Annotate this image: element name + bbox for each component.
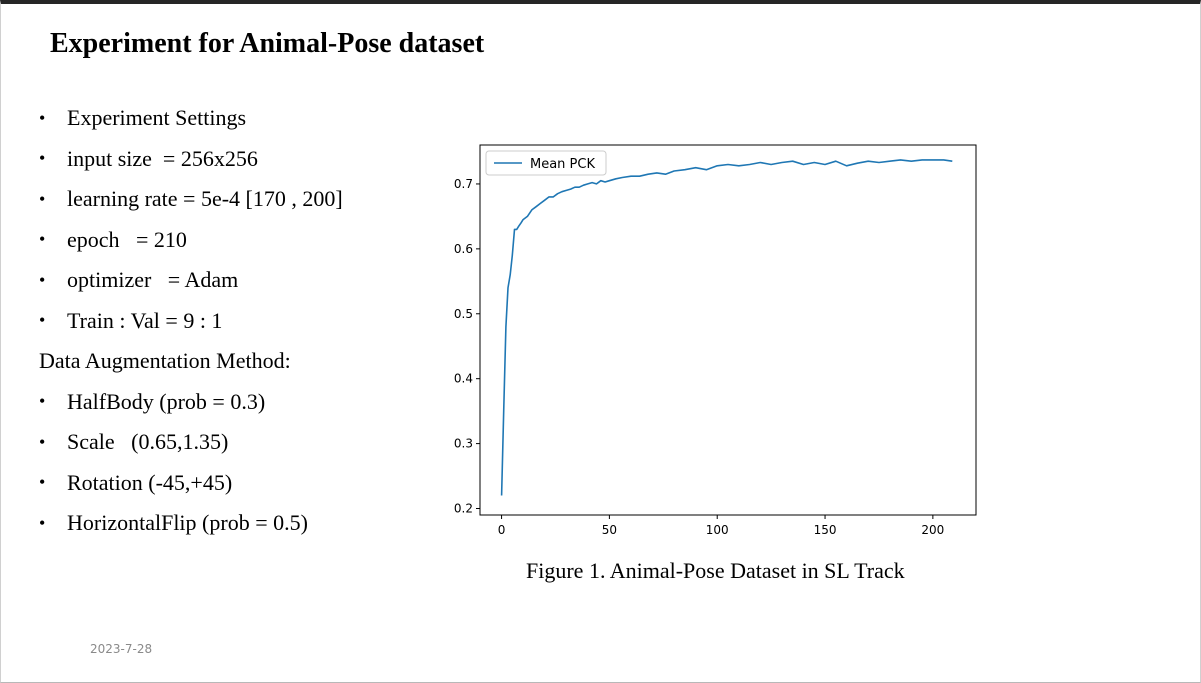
bullet-text: optimizer = Adam <box>67 267 239 293</box>
y-tick-label: 0.3 <box>454 437 473 451</box>
y-tick-label: 0.2 <box>454 502 473 516</box>
x-tick-label: 100 <box>706 523 729 537</box>
bullet-text: Experiment Settings <box>67 105 247 131</box>
bullet-text: Train : Val = 9 : 1 <box>67 307 223 333</box>
bullet-item: • optimizer = Adam <box>39 260 439 301</box>
bullet-text: learning rate = 5e-4 [170 , 200] <box>67 186 343 212</box>
bullet-item: • Rotation (-45,+45) <box>39 463 439 504</box>
x-tick-label: 0 <box>498 523 506 537</box>
bullet-marker: • <box>39 472 46 493</box>
bullet-text: HorizontalFlip (prob = 0.5) <box>67 510 308 536</box>
x-tick-label: 150 <box>814 523 837 537</box>
bullet-item: • Train : Val = 9 : 1 <box>39 301 439 342</box>
bullet-item: • HorizontalFlip (prob = 0.5) <box>39 503 439 544</box>
plot-frame <box>479 144 977 516</box>
bullet-item: • learning rate = 5e-4 [170 , 200] <box>39 179 439 220</box>
bullet-marker: • <box>39 431 46 452</box>
bullet-item: • Experiment Settings <box>39 98 439 139</box>
y-tick-label: 0.7 <box>454 177 473 191</box>
bullet-marker: • <box>39 391 46 412</box>
bullet-item: • epoch = 210 <box>39 220 439 261</box>
pck-chart: 0 50 100 150 200 0.2 0.3 0.4 0.5 0.6 0.7 Mean PCK <box>440 140 1000 545</box>
bullet-text: HalfBody (prob = 0.3) <box>67 388 266 414</box>
section-heading: Data Augmentation Method: <box>39 341 439 382</box>
figure-caption: Figure 1. Animal-Pose Dataset in SL Trac… <box>526 558 905 583</box>
series-line <box>500 159 953 496</box>
bullet-text: Rotation (-45,+45) <box>67 469 233 495</box>
bullet-text: Scale (0.65,1.35) <box>67 429 229 455</box>
chart-svg: 0 50 100 150 200 0.2 0.3 0.4 0.5 0.6 0.7 Mean PCK <box>454 144 977 537</box>
bullet-marker: • <box>39 188 46 209</box>
bullet-marker: • <box>39 269 46 290</box>
bullet-text: input size = 256x256 <box>67 145 258 171</box>
y-tick-label: 0.5 <box>454 307 473 321</box>
bullet-marker: • <box>39 148 46 169</box>
bullet-item: • input size = 256x256 <box>39 139 439 180</box>
bullet-marker: • <box>39 310 46 331</box>
bullet-marker: • <box>39 229 46 250</box>
legend-box <box>485 150 607 176</box>
slide-title: Experiment for Animal-Pose dataset <box>50 28 485 59</box>
bullet-marker: • <box>39 512 46 533</box>
bullet-list: • Experiment Settings • input size = 256x2… <box>39 98 439 544</box>
legend-label: Mean PCK <box>530 157 595 172</box>
bullet-item: • HalfBody (prob = 0.3) <box>39 382 439 423</box>
bullet-marker: • <box>39 107 46 128</box>
x-tick-label: 200 <box>921 523 944 537</box>
y-tick-label: 0.6 <box>454 242 473 256</box>
slide-date: 2023-7-28 <box>90 642 153 656</box>
x-tick-label: 50 <box>602 523 617 537</box>
bullet-text: epoch = 210 <box>67 226 187 252</box>
bullet-item: • Scale (0.65,1.35) <box>39 422 439 463</box>
y-tick-label: 0.4 <box>454 372 473 386</box>
section-heading-text: Data Augmentation Method: <box>39 348 291 374</box>
